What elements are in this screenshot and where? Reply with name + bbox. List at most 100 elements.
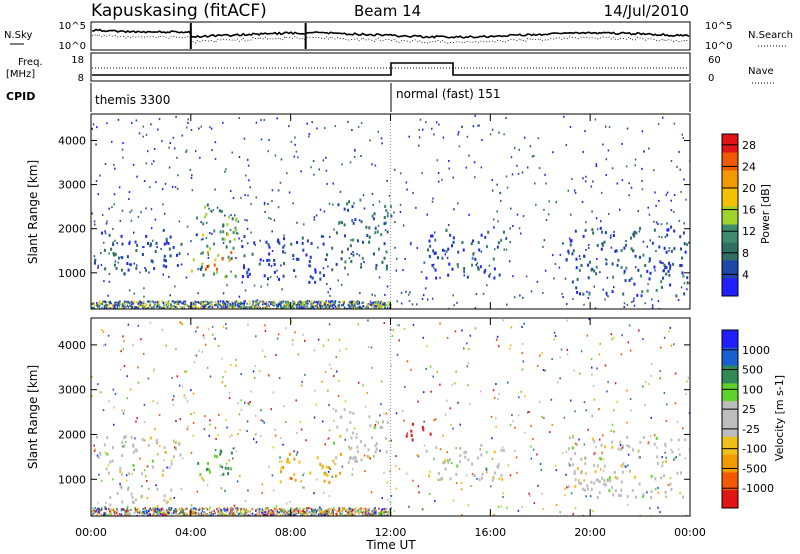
data-cell: [650, 416, 653, 419]
data-cell: [588, 318, 591, 321]
data-cell: [202, 479, 205, 482]
data-cell: [612, 234, 615, 238]
data-cell: [206, 303, 209, 306]
data-cell: [313, 511, 315, 514]
data-cell: [297, 156, 299, 159]
data-cell: [669, 264, 672, 268]
data-cell: [186, 225, 189, 228]
data-cell: [376, 302, 379, 305]
data-cell: [120, 513, 123, 516]
data-cell: [663, 391, 666, 394]
data-cell: [665, 250, 668, 254]
data-cell: [267, 277, 270, 281]
data-cell: [665, 265, 668, 269]
data-cell: [91, 375, 93, 378]
power-colorbar-label: Power [dB]: [759, 184, 772, 244]
data-cell: [669, 283, 672, 287]
data-cell: [244, 300, 246, 303]
data-cell: [126, 505, 129, 508]
data-cell: [388, 301, 391, 304]
data-cell: [264, 301, 267, 304]
data-cell: [334, 305, 337, 308]
data-cell: [321, 514, 324, 516]
data-cell: [338, 508, 341, 511]
data-cell: [176, 263, 179, 267]
data-cell: [529, 145, 532, 148]
data-cell: [321, 466, 324, 470]
data-cell: [113, 423, 115, 426]
data-cell: [201, 251, 204, 255]
data-cell: [113, 306, 115, 309]
data-cell: [410, 241, 412, 244]
data-cell: [127, 323, 130, 326]
data-cell: [595, 165, 598, 168]
data-cell: [473, 161, 476, 164]
data-cell: [245, 306, 247, 309]
data-cell: [255, 196, 258, 199]
data-cell: [369, 513, 371, 516]
data-cell: [268, 465, 270, 468]
data-cell: [169, 254, 172, 258]
data-cell: [674, 372, 677, 375]
data-cell: [351, 205, 354, 209]
data-cell: [325, 465, 328, 469]
data-cell: [97, 304, 99, 307]
data-cell: [665, 456, 667, 459]
data-cell: [243, 512, 245, 515]
data-cell: [595, 478, 598, 482]
data-cell: [657, 486, 659, 489]
data-cell: [254, 365, 256, 368]
data-cell: [154, 508, 156, 511]
data-cell: [163, 446, 166, 450]
data-cell: [141, 438, 144, 442]
data-cell: [118, 186, 121, 189]
data-cell: [157, 306, 160, 309]
data-cell: [320, 509, 322, 512]
data-cell: [210, 513, 212, 516]
power-colorbar-tick-label: 8: [742, 247, 749, 260]
data-cell: [91, 394, 93, 397]
data-cell: [491, 478, 494, 482]
data-cell: [92, 123, 95, 126]
data-cell: [143, 180, 146, 183]
data-cell: [291, 478, 294, 481]
data-cell: [333, 301, 336, 304]
data-cell: [325, 301, 327, 304]
data-cell: [433, 419, 435, 422]
data-cell: [461, 125, 463, 128]
data-cell: [311, 276, 314, 280]
data-cell: [247, 194, 249, 197]
data-cell: [178, 384, 181, 387]
data-cell: [345, 347, 348, 350]
data-cell: [361, 514, 363, 516]
data-cell: [369, 300, 372, 303]
data-cell: [611, 440, 614, 444]
data-cell: [682, 274, 685, 278]
data-cell: [368, 507, 370, 510]
data-cell: [625, 465, 627, 468]
data-cell: [115, 303, 117, 306]
data-cell: [517, 509, 520, 512]
data-cell: [665, 193, 668, 196]
data-cell: [205, 304, 207, 307]
data-cell: [259, 258, 262, 262]
data-cell: [208, 247, 211, 251]
data-cell: [333, 302, 336, 305]
data-cell: [554, 335, 557, 338]
data-cell: [256, 307, 259, 309]
data-cell: [437, 256, 440, 260]
data-cell: [255, 121, 258, 124]
data-cell: [607, 295, 609, 298]
data-cell: [354, 509, 356, 512]
data-cell: [224, 509, 226, 512]
data-cell: [94, 448, 96, 451]
data-cell: [187, 253, 189, 256]
data-cell: [191, 510, 194, 513]
data-cell: [161, 473, 164, 477]
data-cell: [347, 273, 349, 276]
data-cell: [104, 507, 107, 510]
data-cell: [559, 253, 562, 256]
data-cell: [621, 179, 624, 182]
data-cell: [568, 436, 571, 440]
data-cell: [442, 136, 445, 139]
